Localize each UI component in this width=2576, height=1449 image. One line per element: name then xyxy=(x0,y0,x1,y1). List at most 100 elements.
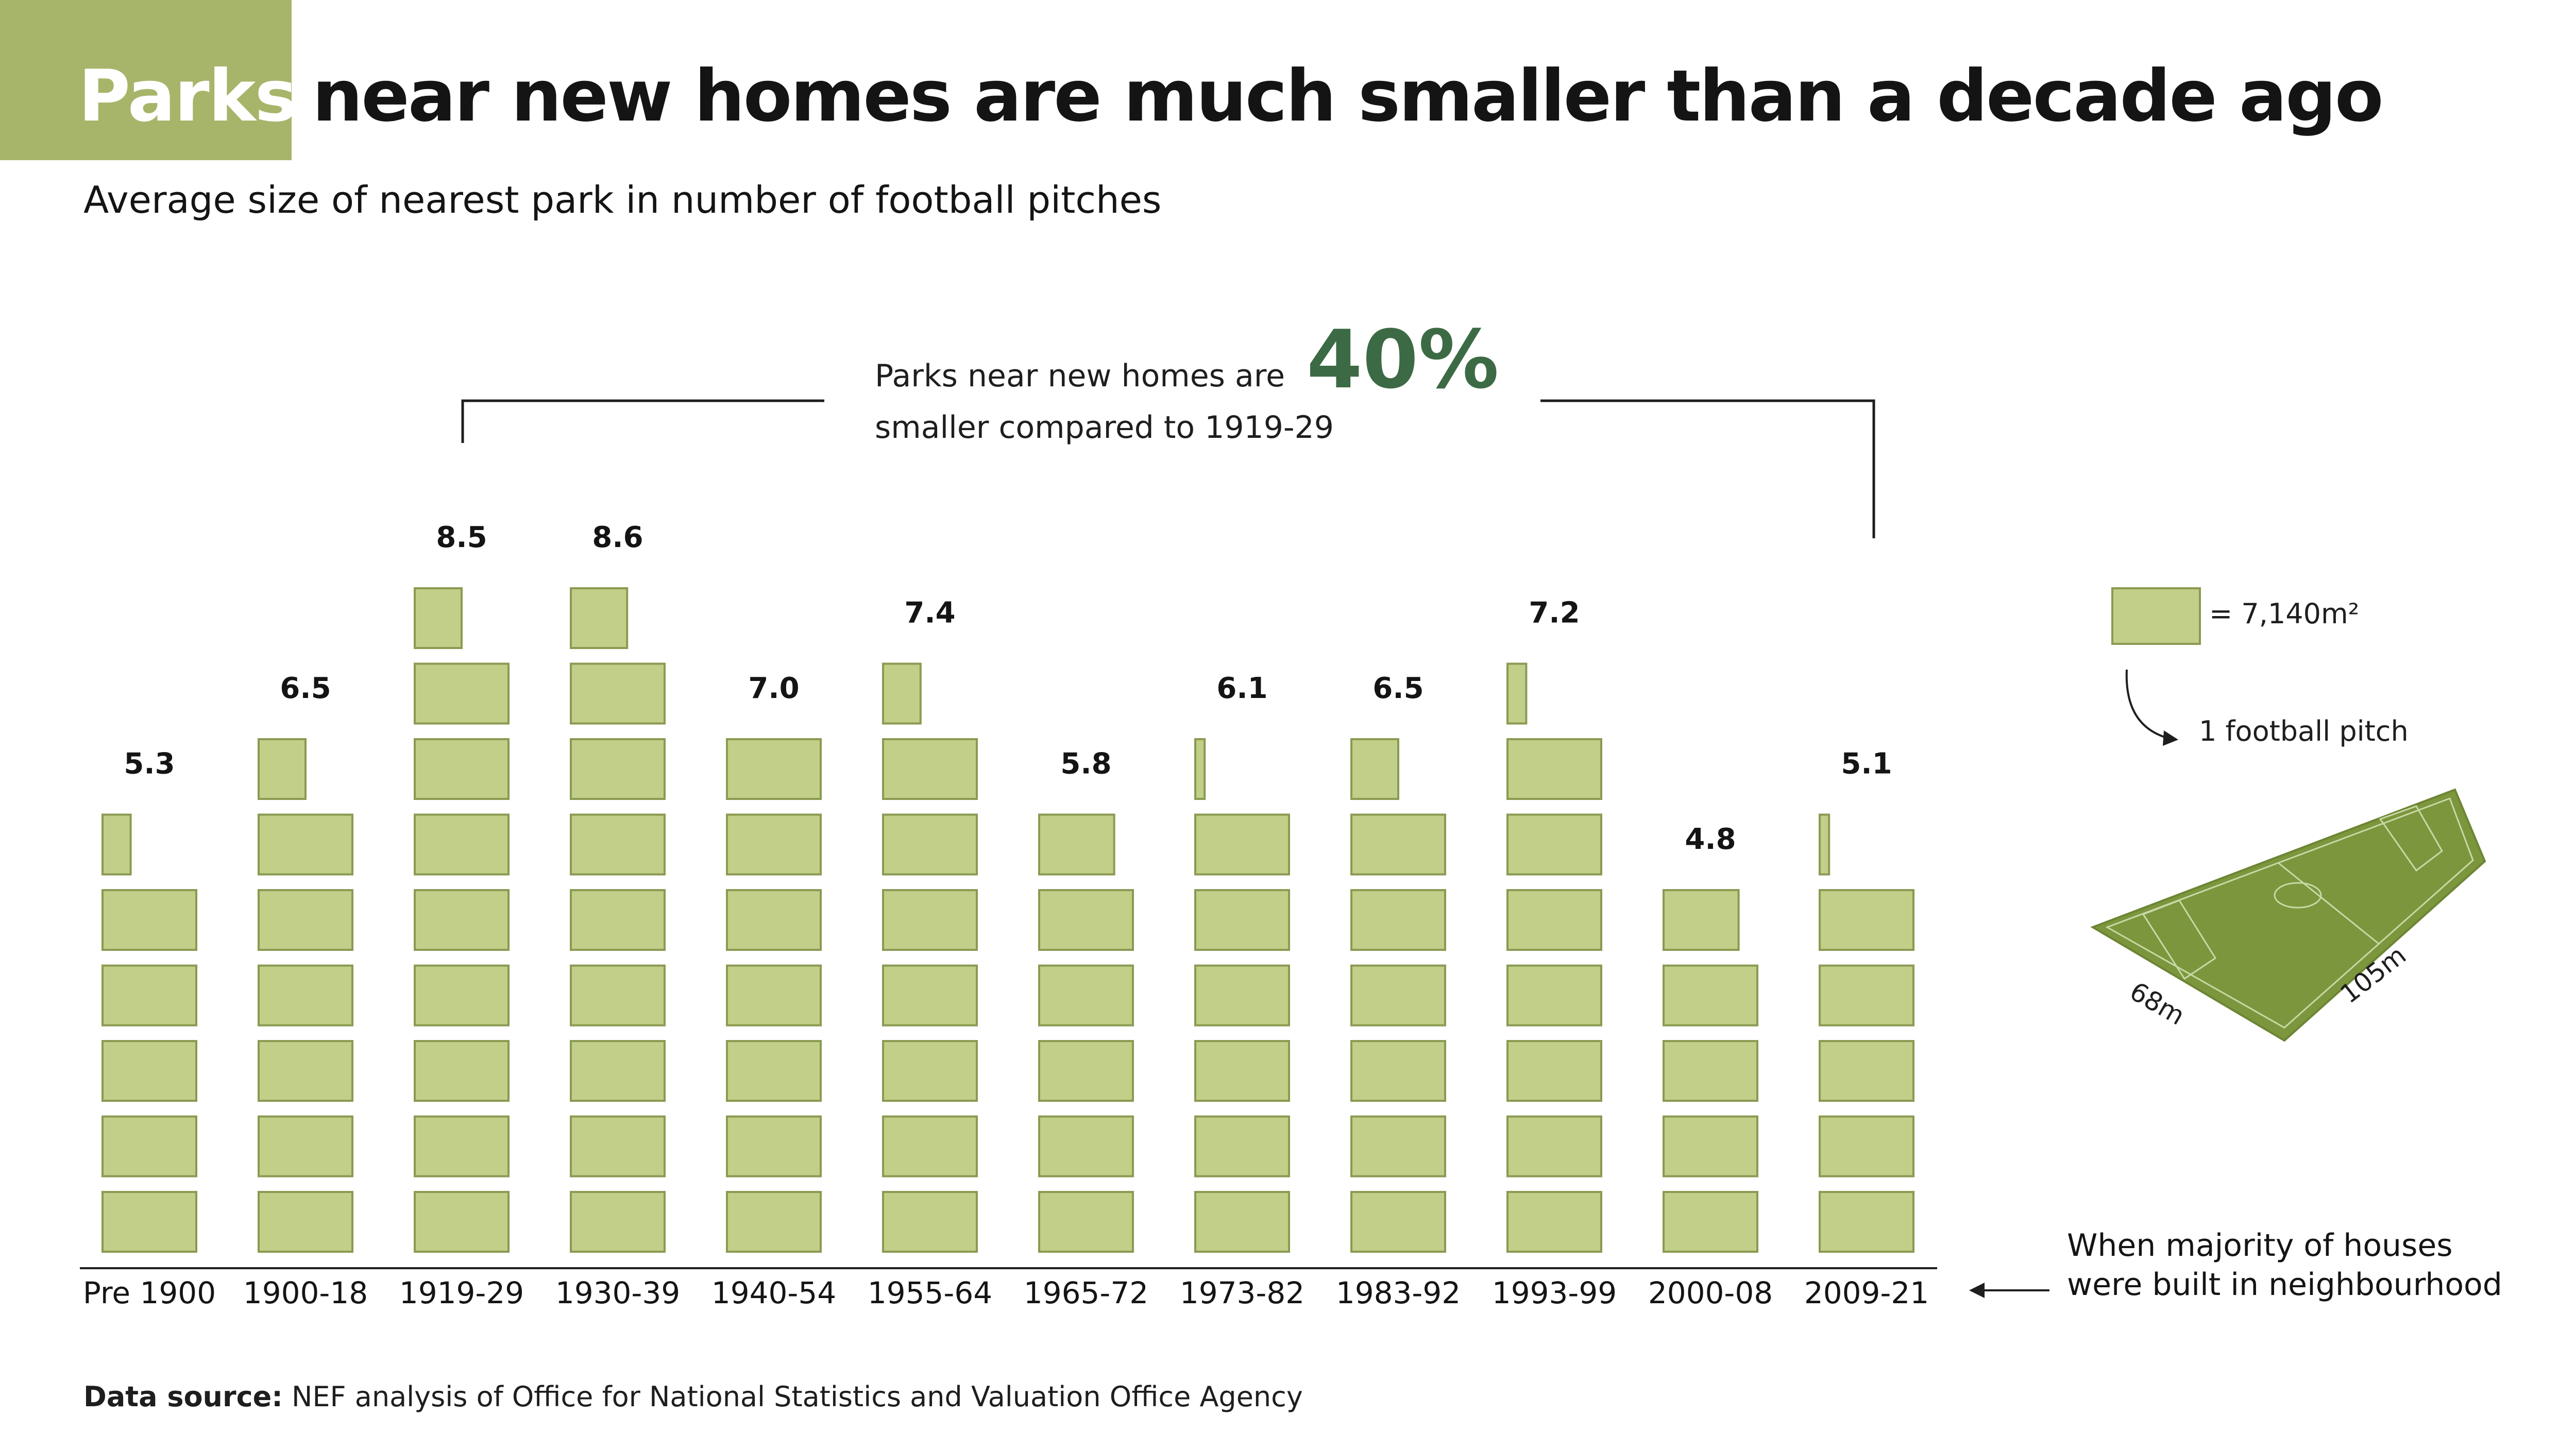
bar-block-pre-1900-3 xyxy=(101,1040,197,1102)
callout-box xyxy=(824,319,1525,453)
bar-block-1983-92-6 xyxy=(1350,813,1446,876)
chart-title: near new homes are much smaller than a d… xyxy=(312,55,2384,138)
bar-block-2000-08-4 xyxy=(1663,964,1758,1027)
bar-block-1973-82-5 xyxy=(1194,889,1290,951)
bar-block-1940-54-1 xyxy=(726,1191,822,1253)
title-highlight-word: Parks xyxy=(78,55,297,138)
value-label: 6.1 xyxy=(1216,672,1267,705)
bar-block-1955-64-5 xyxy=(882,889,978,951)
note-line-1: When majority of houses xyxy=(2067,1228,2453,1264)
bar-block-2000-08-1 xyxy=(1663,1191,1758,1253)
bar-block-1930-39-1 xyxy=(570,1191,666,1253)
bar-block-1955-64-4 xyxy=(882,964,978,1027)
bar-block-2009-21-1 xyxy=(1819,1191,1914,1253)
note-line-2: were built in neighbourhood xyxy=(2067,1267,2502,1303)
bar-block-1955-64-2 xyxy=(882,1115,978,1178)
legend-unit-value: = 7,140m² xyxy=(2209,598,2360,630)
bar-block-1973-82-3 xyxy=(1194,1040,1290,1102)
legend-unit-block xyxy=(2111,587,2201,645)
bar-block-2009-21-3 xyxy=(1819,1040,1914,1102)
bar-block-2000-08-2 xyxy=(1663,1115,1758,1178)
bar-block-pre-1900-5 xyxy=(101,889,197,951)
x-tick-label: 1930-39 xyxy=(555,1275,680,1310)
bar-block-1940-54-3 xyxy=(726,1040,822,1102)
bar-block-1900-18-7 xyxy=(258,738,307,800)
x-tick-label: 1919-29 xyxy=(399,1275,524,1310)
bar-block-1993-99-4 xyxy=(1506,964,1602,1027)
bar-block-1983-92-2 xyxy=(1350,1115,1446,1178)
chart-subtitle: Average size of nearest park in number o… xyxy=(83,178,1162,221)
bar-block-1983-92-3 xyxy=(1350,1040,1446,1102)
bar-block-1965-72-4 xyxy=(1038,964,1134,1027)
bar-block-1930-39-7 xyxy=(570,738,666,800)
x-tick-label: 1965-72 xyxy=(1024,1275,1148,1310)
bar-block-1993-99-8 xyxy=(1506,662,1528,725)
bar-block-1993-99-7 xyxy=(1506,738,1602,800)
bar-block-1973-82-4 xyxy=(1194,964,1290,1027)
callout-bracket xyxy=(461,399,1875,538)
callout-line-2: smaller compared to 1919-29 xyxy=(875,410,1334,446)
x-tick-label: 2000-08 xyxy=(1648,1275,1773,1310)
bar-block-1983-92-5 xyxy=(1350,889,1446,951)
bar-block-1930-39-9 xyxy=(570,587,629,649)
x-axis-note: When majority of houses were built in ne… xyxy=(2067,1226,2502,1304)
bar-block-1965-72-5 xyxy=(1038,889,1134,951)
bar-block-1919-29-5 xyxy=(414,889,510,951)
value-label: 7.2 xyxy=(1529,596,1580,630)
bar-block-1973-82-2 xyxy=(1194,1115,1290,1178)
value-label: 8.6 xyxy=(592,521,643,554)
bar-block-1919-29-9 xyxy=(414,587,463,649)
bar-block-2009-21-6 xyxy=(1819,813,1831,876)
bar-block-1930-39-3 xyxy=(570,1040,666,1102)
bar-block-1919-29-4 xyxy=(414,964,510,1027)
bar-block-1993-99-3 xyxy=(1506,1040,1602,1102)
bar-block-1900-18-2 xyxy=(258,1115,353,1178)
bar-block-1900-18-4 xyxy=(258,964,353,1027)
value-label: 5.8 xyxy=(1060,747,1111,781)
legend-curved-arrow xyxy=(2125,669,2167,739)
bar-block-1930-39-5 xyxy=(570,889,666,951)
x-tick-label: 1900-18 xyxy=(243,1275,368,1310)
bar-block-1973-82-1 xyxy=(1194,1191,1290,1253)
callout-text: Parks near new homes are smaller compare… xyxy=(875,350,1334,453)
bar-block-1983-92-4 xyxy=(1350,964,1446,1027)
x-tick-label: 1955-64 xyxy=(868,1275,992,1310)
bar-block-1930-39-2 xyxy=(570,1115,666,1178)
bar-block-1955-64-3 xyxy=(882,1040,978,1102)
bar-block-1955-64-7 xyxy=(882,738,978,800)
legend-unit-label: 1 football pitch xyxy=(2199,715,2409,747)
bar-block-pre-1900-2 xyxy=(101,1115,197,1178)
callout-line-1: Parks near new homes are xyxy=(875,358,1285,394)
bar-block-1965-72-3 xyxy=(1038,1040,1134,1102)
bar-block-1919-29-6 xyxy=(414,813,510,876)
bar-block-1919-29-3 xyxy=(414,1040,510,1102)
value-label: 8.5 xyxy=(436,521,487,554)
x-tick-label: Pre 1900 xyxy=(83,1275,216,1310)
bar-block-1900-18-6 xyxy=(258,813,353,876)
x-tick-label: 2009-21 xyxy=(1804,1275,1929,1310)
bar-block-1900-18-1 xyxy=(258,1191,353,1253)
football-pitch-illustration xyxy=(2090,788,2486,1042)
bar-block-1983-92-7 xyxy=(1350,738,1399,800)
value-label: 7.4 xyxy=(904,596,955,630)
bar-columns: 5.3 Pre 1900 6.5 1900-18 8.5 1919-29 8.6 1930-3… xyxy=(83,521,1929,1310)
bar-block-1900-18-3 xyxy=(258,1040,353,1102)
bar-block-1983-92-1 xyxy=(1350,1191,1446,1253)
bar-block-2009-21-5 xyxy=(1819,889,1914,951)
x-tick-label: 1940-54 xyxy=(711,1275,836,1310)
title-highlight-box xyxy=(0,0,292,160)
bar-block-1919-29-2 xyxy=(414,1115,510,1178)
bar-block-1940-54-4 xyxy=(726,964,822,1027)
bar-block-2000-08-5 xyxy=(1663,889,1740,951)
data-source-text: NEF analysis of Office for National Stat… xyxy=(292,1380,1303,1413)
data-source: Data source: NEF analysis of Office for … xyxy=(83,1380,1303,1413)
bar-block-1955-64-1 xyxy=(882,1191,978,1253)
value-label: 5.3 xyxy=(124,747,175,781)
bar-block-1919-29-8 xyxy=(414,662,510,725)
note-arrowhead xyxy=(1969,1283,1985,1298)
bar-block-1955-64-8 xyxy=(882,662,922,725)
bar-block-1940-54-6 xyxy=(726,813,822,876)
bar-block-1940-54-5 xyxy=(726,889,822,951)
x-tick-label: 1993-99 xyxy=(1492,1275,1617,1310)
bar-block-1900-18-5 xyxy=(258,889,353,951)
